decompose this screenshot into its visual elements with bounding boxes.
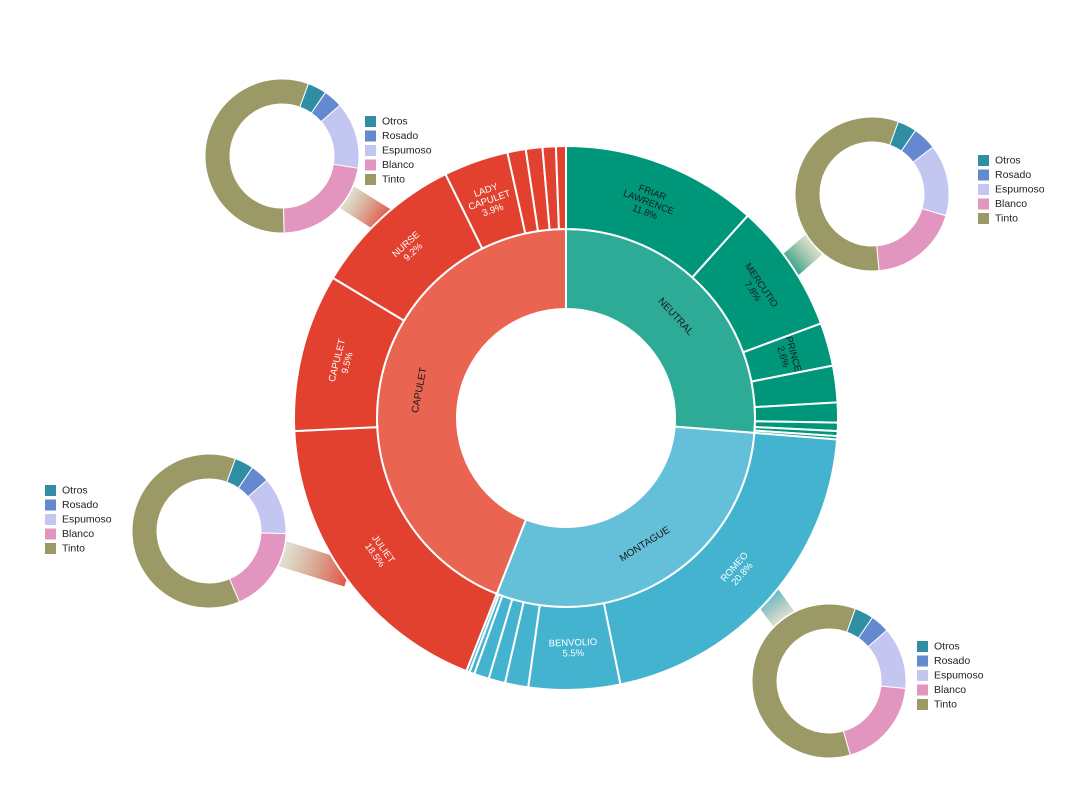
legend-swatch-tinto: [917, 699, 928, 710]
legend-label-otros: Otros: [934, 640, 960, 652]
legend-swatch-blanco: [917, 684, 928, 696]
legend-swatch-otros: [45, 485, 56, 496]
legend-label-espumoso: Espumoso: [995, 183, 1045, 195]
legend-swatch-espumoso: [917, 670, 928, 681]
character-name-benvolio: BENVOLIO: [549, 637, 598, 650]
legend-swatch-rosado: [978, 169, 989, 181]
donut-legend: Otros Rosado Espumoso Blanco Tinto: [45, 484, 112, 554]
legend-swatch-espumoso: [365, 145, 376, 156]
character-percent-capulet: 9.5%: [340, 351, 356, 375]
legend-swatch-rosado: [917, 655, 928, 667]
legend-swatch-blanco: [978, 198, 989, 210]
character-percent-benvolio: 5.5%: [562, 648, 585, 660]
legend-swatch-otros: [917, 641, 928, 652]
donut-slice-tinto[interactable]: [204, 78, 309, 234]
legend-label-rosado: Rosado: [934, 655, 970, 667]
connector-juliet: [274, 540, 353, 587]
legend-swatch-rosado: [365, 130, 376, 142]
donut-mercutio: Otros Rosado Espumoso Blanco Tinto: [794, 116, 1045, 272]
legend-swatch-espumoso: [978, 184, 989, 195]
legend-label-rosado: Rosado: [62, 499, 98, 511]
legend-label-otros: Otros: [62, 484, 88, 496]
donut-legend: Otros Rosado Espumoso Blanco Tinto: [917, 640, 984, 710]
legend-label-rosado: Rosado: [382, 130, 418, 142]
legend-label-espumoso: Espumoso: [934, 669, 984, 681]
legend-swatch-blanco: [365, 159, 376, 171]
legend-swatch-tinto: [365, 174, 376, 185]
connector-nurse: [336, 184, 392, 232]
legend-swatch-espumoso: [45, 514, 56, 525]
legend-swatch-otros: [978, 155, 989, 166]
donut-legend: Otros Rosado Espumoso Blanco Tinto: [365, 115, 432, 185]
donut-nurse: Otros Rosado Espumoso Blanco Tinto: [204, 78, 432, 234]
legend-label-espumoso: Espumoso: [382, 144, 432, 156]
legend-label-blanco: Blanco: [995, 198, 1027, 210]
legend-label-blanco: Blanco: [934, 684, 966, 696]
legend-swatch-tinto: [978, 213, 989, 224]
donut-slice-tinto[interactable]: [794, 116, 899, 272]
donut-romeo: Otros Rosado Espumoso Blanco Tinto: [751, 603, 984, 759]
legend-label-tinto: Tinto: [382, 173, 405, 185]
character-arc-minor[interactable]: [554, 144, 567, 231]
legend-swatch-otros: [365, 116, 376, 127]
legend-swatch-tinto: [45, 543, 56, 554]
donut-slice-tinto[interactable]: [131, 453, 240, 609]
detail-donuts: Otros Rosado Espumoso Blanco Tinto Otros Rosad…: [45, 78, 1045, 759]
donut-juliet: Otros Rosado Espumoso Blanco Tinto: [45, 453, 287, 609]
donut-slice-tinto[interactable]: [751, 603, 856, 759]
legend-label-espumoso: Espumoso: [62, 513, 112, 525]
legend-swatch-blanco: [45, 528, 56, 540]
donut-legend: Otros Rosado Espumoso Blanco Tinto: [978, 154, 1045, 224]
legend-label-tinto: Tinto: [934, 698, 957, 710]
legend-label-blanco: Blanco: [382, 159, 414, 171]
legend-label-tinto: Tinto: [62, 542, 85, 554]
legend-label-blanco: Blanco: [62, 528, 94, 540]
sunburst: NEUTRALFRIARLAWRENCE11.8%MERCUTIO7.8%PRI…: [293, 144, 839, 691]
legend-label-rosado: Rosado: [995, 169, 1031, 181]
legend-swatch-rosado: [45, 499, 56, 511]
legend-label-otros: Otros: [995, 154, 1021, 166]
legend-label-otros: Otros: [382, 115, 408, 127]
legend-label-tinto: Tinto: [995, 212, 1018, 224]
